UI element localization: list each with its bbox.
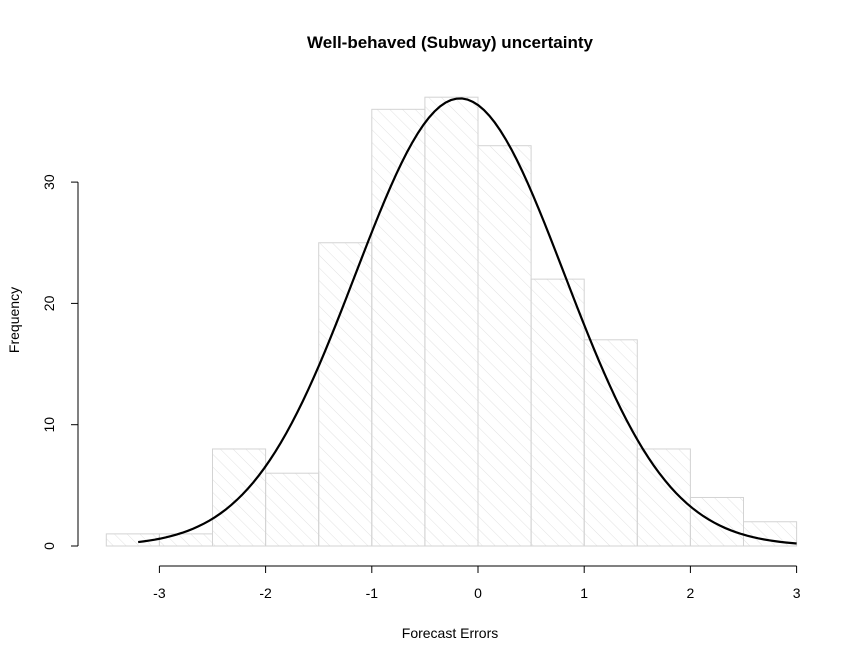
- histogram-bar: [636, 448, 691, 547]
- histogram-bar: [265, 472, 320, 547]
- histogram-bar: [424, 96, 479, 547]
- histogram-bar: [689, 496, 745, 547]
- x-tick-label: -3: [153, 585, 166, 601]
- x-tick-label: 1: [580, 585, 588, 601]
- histogram-bar: [318, 242, 373, 547]
- x-axis: -3 -2 -1 0 1 2 3: [153, 565, 801, 601]
- x-axis-label: Forecast Errors: [402, 625, 498, 641]
- y-tick-label: 0: [41, 542, 57, 550]
- histogram-bar: [477, 145, 532, 547]
- chart-title: Well-behaved (Subway) uncertainty: [307, 33, 593, 52]
- histogram-bar: [158, 533, 213, 547]
- x-tick-label: 2: [687, 585, 695, 601]
- y-tick-label: 10: [41, 417, 57, 433]
- histogram-bar: [530, 278, 585, 547]
- x-tick-label: -1: [366, 585, 379, 601]
- y-axis: 0 10 20 30: [41, 174, 79, 550]
- y-tick-label: 30: [41, 174, 57, 190]
- y-axis-label: Frequency: [6, 287, 22, 353]
- x-tick-label: 0: [474, 585, 482, 601]
- histogram-bar: [583, 339, 638, 547]
- histogram-bar: [371, 108, 426, 547]
- x-tick-label: -2: [259, 585, 272, 601]
- y-tick-label: 20: [41, 295, 57, 311]
- x-tick-label: 3: [793, 585, 801, 601]
- histogram-bars: [105, 96, 798, 547]
- density-curve: [138, 97, 797, 545]
